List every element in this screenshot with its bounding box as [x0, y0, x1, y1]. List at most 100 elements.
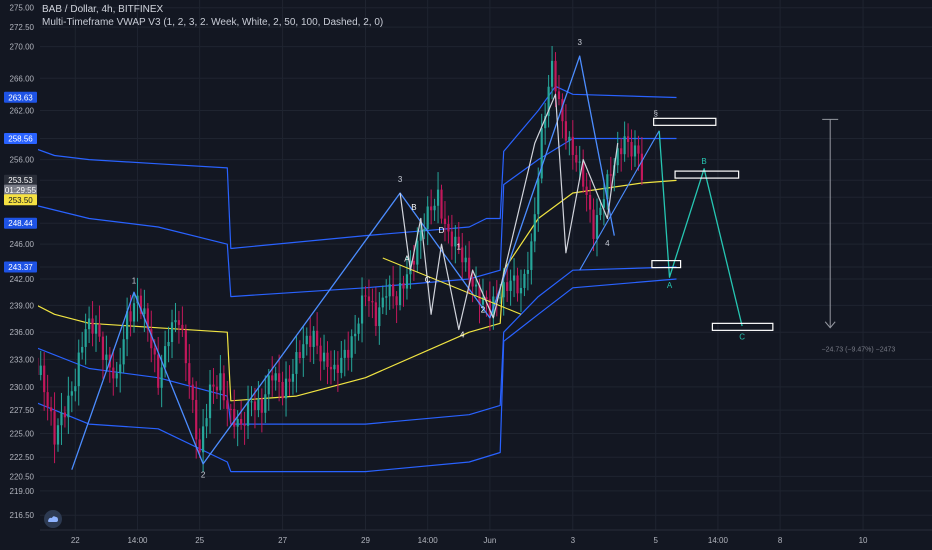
- candle-body: [278, 373, 281, 382]
- symbol-title[interactable]: BAB / Dollar, 4h, BITFINEX: [42, 4, 164, 15]
- time-tick-label: 14:00: [418, 536, 439, 545]
- candle-body: [398, 283, 402, 306]
- price-badge-label: 243.37: [8, 263, 33, 272]
- candle-body: [122, 339, 125, 365]
- candle-body: [298, 352, 301, 359]
- drawing-line-0: [71, 55, 615, 470]
- candle-body: [257, 398, 260, 411]
- candle-body: [74, 386, 77, 392]
- price-badge: [4, 133, 37, 145]
- candle-body: [222, 373, 225, 401]
- price-badge: [4, 261, 37, 273]
- candle-body: [274, 373, 277, 381]
- candle-body: [202, 426, 205, 453]
- candle-body: [464, 257, 467, 263]
- wave-label: A: [667, 281, 673, 290]
- candle-body: [188, 363, 191, 385]
- vwap-band-upper-outer: [19, 85, 677, 250]
- price-tick-label: 220.50: [10, 472, 35, 481]
- wave-label: A: [404, 255, 410, 264]
- candle-body: [433, 205, 436, 211]
- candle-body: [395, 296, 398, 306]
- wave-label: 4: [460, 331, 465, 340]
- candle-body: [226, 400, 229, 409]
- candle-body: [119, 364, 122, 374]
- candle-body: [343, 349, 346, 358]
- tradingview-logo-icon[interactable]: [44, 510, 62, 528]
- candle-body: [177, 320, 181, 325]
- candle-body: [626, 136, 630, 142]
- candle-body: [530, 241, 533, 270]
- candle-body: [512, 275, 516, 281]
- candle-body: [468, 257, 471, 279]
- candle-body: [506, 282, 509, 291]
- time-tick-label: 25: [195, 536, 204, 545]
- candle-body: [623, 136, 626, 155]
- candle-body: [360, 295, 364, 324]
- time-tick-label: Jun: [483, 536, 496, 545]
- candle-body: [322, 352, 326, 362]
- candle-body: [63, 412, 67, 418]
- candle-body: [637, 145, 640, 154]
- candle-body: [388, 284, 391, 297]
- candle-body: [49, 407, 53, 412]
- candle-body: [101, 336, 105, 360]
- candle-body: [271, 375, 274, 381]
- price-tick-label: 219.00: [10, 487, 35, 496]
- target-boxes[interactable]: [651, 117, 774, 331]
- candle-body: [578, 161, 581, 163]
- drawing-line-3: [399, 93, 619, 331]
- candle-body: [461, 247, 464, 263]
- vwap-band-upper-inner: [19, 137, 677, 298]
- candle-body: [229, 408, 232, 410]
- vwap-band-lower-outer: [19, 278, 677, 473]
- candle-body: [481, 297, 485, 305]
- candle-body: [164, 346, 167, 368]
- candle-body: [371, 301, 374, 303]
- candle-body: [402, 283, 405, 289]
- price-badge-label: 01:29:55: [5, 186, 37, 195]
- price-badge-label: 253.53: [8, 176, 33, 185]
- indicator-title[interactable]: Multi-Timeframe VWAP V3 (1, 2, 3, 2. Wee…: [42, 17, 384, 28]
- drawing-lines[interactable]: [71, 55, 743, 470]
- candle-body: [478, 284, 481, 305]
- wave-label: D: [439, 226, 445, 235]
- candle-body: [385, 296, 388, 298]
- candle-body: [281, 381, 284, 399]
- candle-body: [412, 260, 415, 265]
- candle-body: [219, 373, 222, 391]
- chart-grid: [40, 0, 932, 530]
- time-tick-label: 29: [361, 536, 370, 545]
- candle-body: [602, 199, 605, 208]
- time-tick-label: 14:00: [127, 536, 148, 545]
- time-tick-label: 27: [278, 536, 287, 545]
- candle-body: [568, 136, 571, 141]
- time-tick-label: 14:00: [708, 536, 729, 545]
- candle-body: [620, 148, 623, 155]
- candle-body: [354, 333, 357, 337]
- candle-body: [284, 378, 288, 399]
- candle-body: [212, 384, 215, 387]
- candle-body: [454, 236, 457, 247]
- candle-body: [447, 223, 450, 232]
- candle-body: [588, 194, 592, 210]
- candle-body: [67, 395, 70, 418]
- candle-body: [426, 206, 429, 229]
- candle-body: [240, 419, 243, 425]
- wave-labels: 1 2 3 B D A C 1 2 4 3 § 4 B A C: [132, 38, 745, 479]
- candle-body: [94, 324, 98, 334]
- price-tick-label: 236.00: [10, 328, 35, 337]
- candle-body: [160, 367, 163, 388]
- candle-body: [540, 128, 543, 179]
- candlesticks: [22, 46, 643, 473]
- candle-body: [316, 330, 319, 346]
- candle-body: [509, 280, 512, 291]
- candle-body: [184, 330, 187, 364]
- time-tick-label: 5: [653, 536, 658, 545]
- candle-body: [295, 352, 298, 374]
- price-tick-label: 272.50: [10, 23, 35, 32]
- price-range-tool[interactable]: −24.73 (−9.47%) −2473: [822, 118, 896, 353]
- price-axis[interactable]: 275.00 272.50 270.00 266.00 262.00 258.56 256.…: [0, 0, 38, 550]
